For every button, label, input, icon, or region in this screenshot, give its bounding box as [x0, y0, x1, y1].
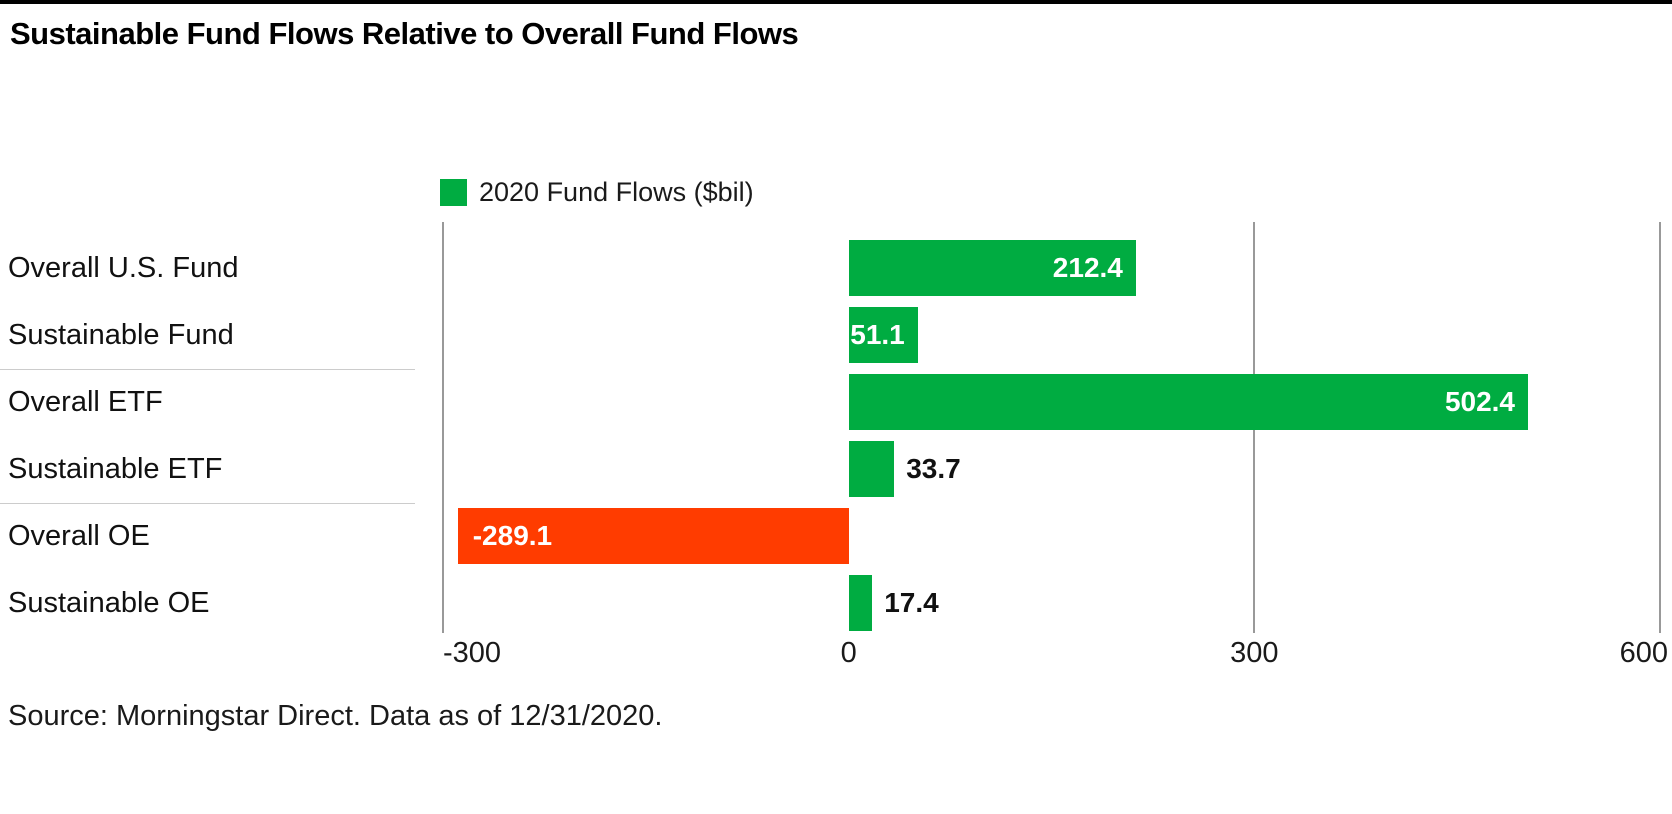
group-divider-rule — [0, 369, 415, 370]
legend-label: 2020 Fund Flows ($bil) — [479, 176, 754, 207]
legend: 2020 Fund Flows ($bil) — [440, 176, 754, 207]
gridline-x--300 — [442, 222, 444, 633]
gridline-x-600 — [1659, 222, 1661, 633]
top-border-rule — [0, 0, 1672, 4]
value-label: 51.1 — [850, 319, 905, 350]
bar-negative — [457, 508, 849, 564]
bar-positive — [848, 240, 1136, 296]
category-label: Sustainable Fund — [8, 318, 234, 351]
category-label: Overall OE — [8, 519, 150, 552]
bar-positive — [848, 374, 1528, 430]
category-label: Sustainable ETF — [8, 452, 223, 485]
group-divider-rule — [0, 503, 415, 504]
x-tick-label: -300 — [443, 637, 502, 669]
value-label: 502.4 — [1444, 386, 1516, 417]
x-tick-label: 300 — [1230, 637, 1279, 669]
bar-positive — [848, 575, 873, 631]
value-label: 212.4 — [1052, 252, 1123, 283]
legend-swatch-icon — [440, 178, 467, 206]
category-label: Overall U.S. Fund — [8, 251, 239, 284]
x-tick-label: 0 — [840, 637, 857, 669]
chart-title: Sustainable Fund Flows Relative to Overa… — [10, 16, 799, 51]
bar-positive — [848, 307, 918, 363]
category-label: Sustainable OE — [8, 586, 210, 619]
value-label: 33.7 — [906, 453, 961, 484]
value-label: 17.4 — [884, 587, 939, 618]
source-attribution: Source: Morningstar Direct. Data as of 1… — [8, 700, 663, 732]
bar-positive — [848, 441, 895, 497]
x-tick-label: 600 — [1619, 637, 1668, 669]
value-label: -289.1 — [472, 520, 553, 551]
category-label: Overall ETF — [8, 385, 163, 418]
